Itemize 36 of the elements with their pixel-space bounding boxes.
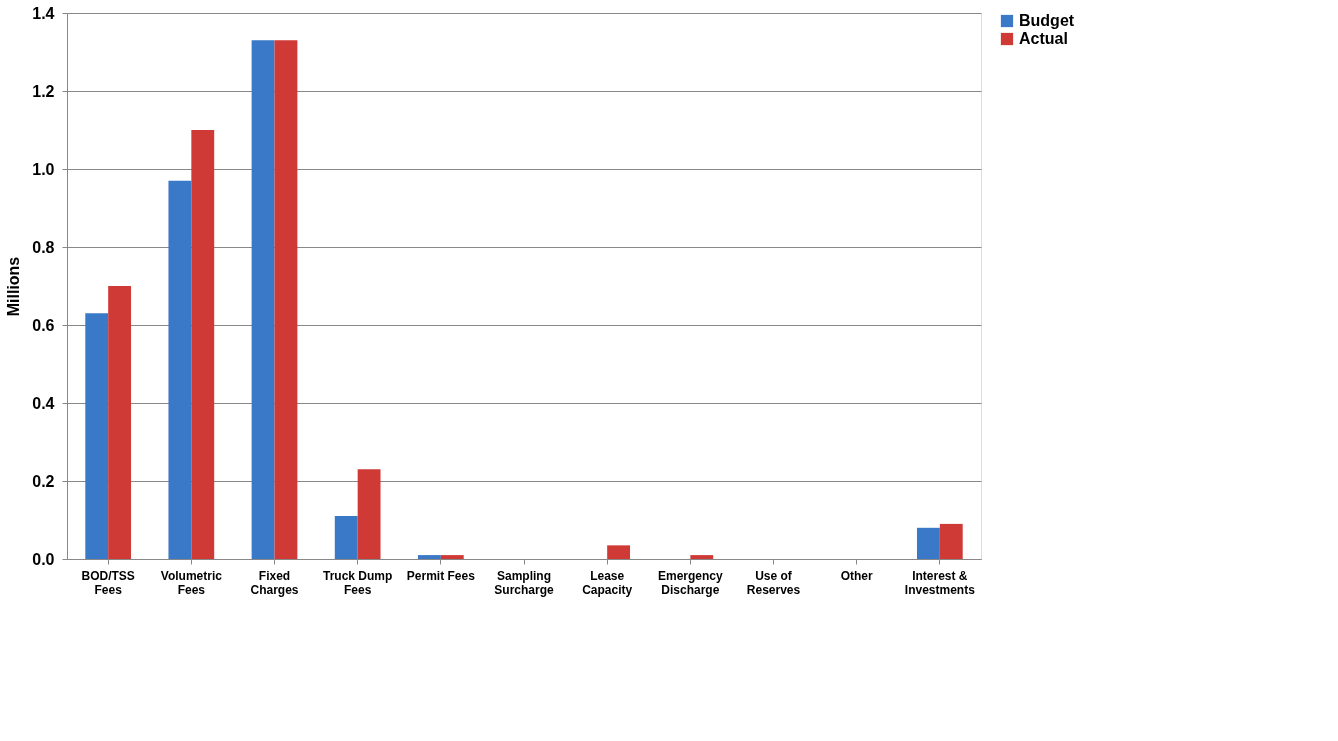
x-tick-label: Permit Fees bbox=[406, 568, 476, 583]
x-tick-label: Interest & Investments bbox=[904, 568, 976, 597]
x-tick-label: Emergency Discharge bbox=[657, 568, 724, 597]
bar bbox=[251, 40, 275, 559]
bar bbox=[274, 40, 298, 559]
x-tick-label: Use of Reserves bbox=[746, 568, 801, 597]
bar bbox=[417, 555, 441, 559]
bar bbox=[85, 313, 109, 559]
bar bbox=[690, 555, 714, 559]
x-tick-label: Sampling Surcharge bbox=[494, 568, 554, 597]
y-tick-label: 1.0 bbox=[32, 160, 55, 178]
bar bbox=[357, 469, 381, 559]
legend-label: Budget bbox=[1019, 12, 1075, 29]
bar bbox=[191, 130, 215, 559]
bar bbox=[168, 180, 192, 559]
bar bbox=[108, 286, 132, 559]
x-tick-label: Lease Capacity bbox=[582, 568, 633, 597]
x-tick-label: Volumetric Fees bbox=[160, 568, 223, 597]
bar bbox=[607, 545, 631, 559]
bar bbox=[334, 516, 358, 559]
x-tick-label: BOD/TSS Fees bbox=[81, 568, 135, 597]
bar bbox=[916, 527, 940, 559]
x-tick-label: Other bbox=[840, 568, 873, 583]
y-tick-label: 1.4 bbox=[32, 4, 55, 22]
y-tick-label: 0.8 bbox=[32, 238, 55, 256]
y-tick-label: 0.6 bbox=[32, 316, 55, 334]
bar bbox=[440, 555, 464, 559]
y-tick-label: 0.4 bbox=[32, 394, 55, 412]
x-tick-label: Fixed Charges bbox=[250, 568, 299, 597]
y-axis-title: Millions bbox=[5, 256, 23, 317]
y-tick-label: 0.0 bbox=[32, 550, 55, 568]
x-tick-label: Truck Dump Fees bbox=[322, 568, 393, 597]
bar bbox=[939, 523, 963, 559]
legend-label: Actual bbox=[1019, 30, 1068, 47]
y-tick-label: 1.2 bbox=[32, 82, 55, 100]
y-tick-label: 0.2 bbox=[32, 472, 55, 490]
